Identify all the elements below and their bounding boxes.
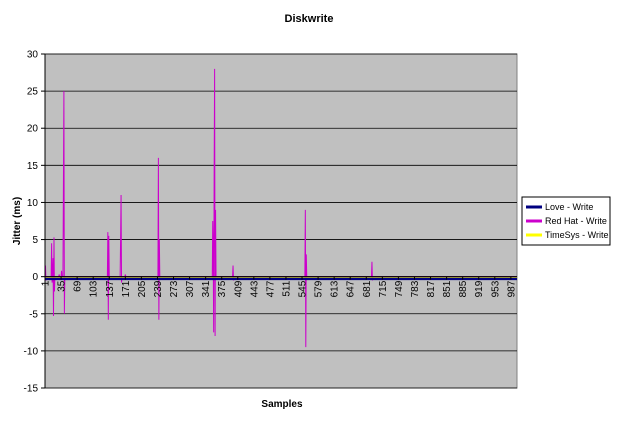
plot-area — [44, 53, 518, 389]
x-tick-label: 69 — [73, 280, 84, 292]
x-tick-label: 579 — [314, 280, 325, 297]
x-tick-label: 443 — [249, 280, 260, 297]
y-tick-label: 20 — [27, 124, 39, 135]
x-tick-label: 1 — [41, 280, 52, 286]
x-tick-label: 817 — [426, 280, 437, 297]
y-tick-label: 30 — [27, 50, 39, 61]
x-tick-label: 851 — [442, 280, 453, 297]
x-tick-label: 35 — [57, 280, 68, 292]
x-tick-label: 647 — [346, 280, 357, 297]
x-tick-label: 715 — [378, 280, 389, 297]
x-tick-label: 953 — [490, 280, 501, 297]
x-tick-label: 409 — [233, 280, 244, 297]
y-tick-label: 15 — [27, 161, 39, 172]
x-tick-label: 919 — [474, 280, 485, 297]
y-tick-label: -5 — [29, 309, 38, 320]
plot-background — [44, 53, 518, 389]
x-tick-label: 783 — [410, 280, 421, 297]
x-axis-ticks: 1 35 69 103 137 171 205 239 273 307 341 375 409 443 47… — [41, 276, 517, 297]
legend-label: Love - Write — [545, 202, 593, 212]
y-axis-title: Jitter (ms) — [12, 197, 23, 245]
x-tick-label: 749 — [394, 280, 405, 297]
x-tick-label: 205 — [137, 280, 148, 297]
x-tick-label: 273 — [169, 280, 180, 297]
x-tick-label: 885 — [458, 280, 469, 297]
legend: Love - Write Red Hat - Write TimeSys - Wri… — [521, 196, 611, 246]
legend-label: TimeSys - Write — [545, 230, 609, 240]
y-tick-label: 25 — [27, 87, 39, 98]
legend-label: Red Hat - Write — [545, 216, 607, 226]
x-tick-label: 511 — [282, 280, 293, 296]
y-tick-label: 5 — [32, 235, 38, 246]
x-tick-label: 613 — [330, 280, 341, 297]
y-tick-label: -15 — [24, 384, 39, 395]
x-tick-label: 375 — [217, 280, 228, 297]
x-tick-label: 103 — [89, 280, 100, 297]
chart-title: Diskwrite — [285, 13, 334, 25]
x-tick-label: 987 — [506, 280, 517, 297]
axes — [44, 54, 517, 388]
x-tick-label: 681 — [362, 280, 373, 297]
x-axis-title: Samples — [261, 399, 303, 410]
x-tick-label: 239 — [153, 280, 164, 297]
y-tick-label: 10 — [27, 198, 39, 209]
x-tick-label: 477 — [265, 280, 276, 297]
x-tick-label: 137 — [105, 280, 116, 297]
y-tick-label: 0 — [32, 272, 38, 283]
x-tick-label: 545 — [298, 280, 309, 297]
x-tick-label: 171 — [121, 280, 132, 297]
x-tick-label: 341 — [201, 280, 212, 297]
y-tick-label: -10 — [24, 346, 39, 357]
x-tick-label: 307 — [185, 280, 196, 297]
y-axis-ticks: -15 -10 -5 0 5 10 15 20 25 30 — [24, 50, 45, 395]
